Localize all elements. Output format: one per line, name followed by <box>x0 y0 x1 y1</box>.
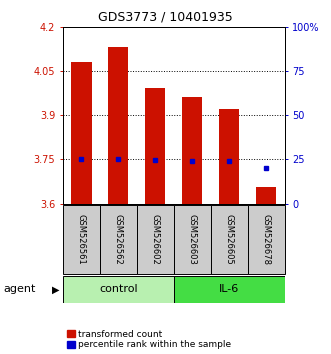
Text: GSM526603: GSM526603 <box>188 215 197 265</box>
Bar <box>248 205 285 274</box>
Text: GSM526602: GSM526602 <box>151 215 160 265</box>
Text: GSM526678: GSM526678 <box>262 214 271 266</box>
Bar <box>182 97 203 204</box>
Text: IL-6: IL-6 <box>219 284 239 295</box>
Bar <box>256 187 276 204</box>
Text: GSM526562: GSM526562 <box>114 215 123 265</box>
Bar <box>63 276 174 303</box>
Bar <box>174 276 285 303</box>
Bar <box>100 205 137 274</box>
Text: ▶: ▶ <box>52 284 60 295</box>
Bar <box>145 88 166 204</box>
Text: agent: agent <box>3 284 36 295</box>
Bar <box>108 47 128 204</box>
Text: GDS3773 / 10401935: GDS3773 / 10401935 <box>98 11 233 24</box>
Text: control: control <box>99 284 138 295</box>
Bar <box>174 205 211 274</box>
Bar <box>137 205 174 274</box>
Text: GSM526605: GSM526605 <box>225 215 234 265</box>
Bar <box>71 62 92 204</box>
Bar <box>219 109 239 204</box>
Bar <box>211 205 248 274</box>
Bar <box>63 205 100 274</box>
Text: GSM526561: GSM526561 <box>77 215 86 265</box>
Legend: transformed count, percentile rank within the sample: transformed count, percentile rank withi… <box>68 330 231 349</box>
